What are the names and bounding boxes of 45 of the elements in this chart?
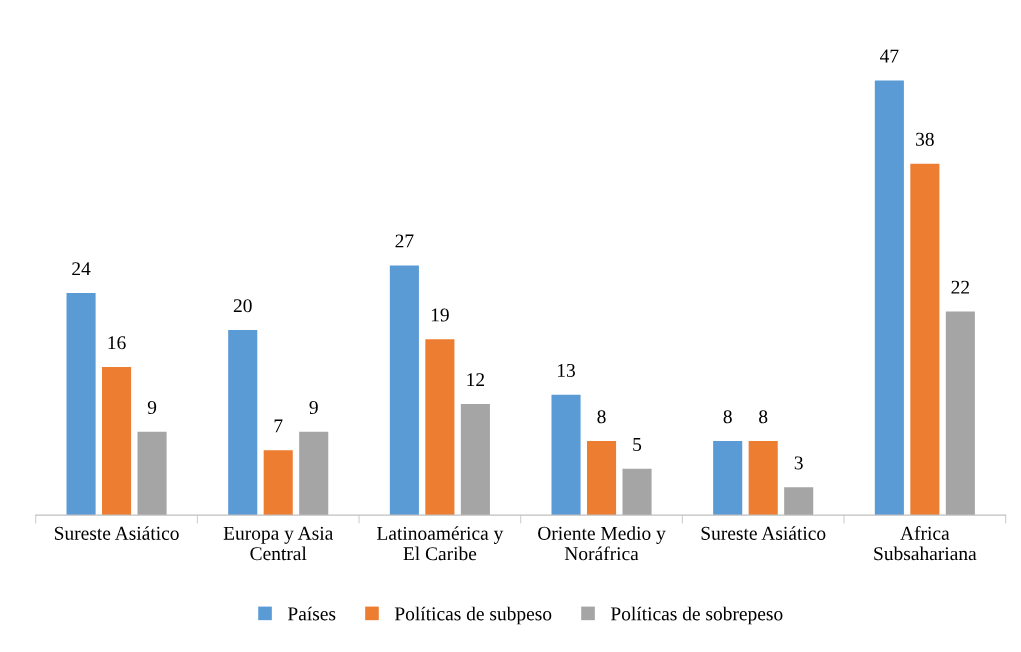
data-label: 16 (108, 336, 126, 350)
bar (622, 468, 652, 516)
data-label: 22 (951, 280, 970, 294)
legend-label: Políticas de sobrepeso (610, 606, 783, 625)
bar (910, 163, 940, 516)
bar (586, 441, 617, 516)
data-label: 5 (633, 438, 642, 451)
legend-label: Países (287, 606, 336, 621)
data-label: 19 (431, 308, 449, 322)
data-label: 47 (880, 49, 899, 63)
x-tick-label: Africa Subsahariana (874, 525, 977, 561)
x-tick-label: Latinoamérica y El Caribe (377, 526, 504, 561)
bar (299, 431, 329, 516)
data-label: 20 (233, 299, 252, 313)
bar (425, 339, 455, 516)
data-label: 8 (597, 410, 606, 424)
bar (389, 265, 419, 516)
data-label: 38 (916, 132, 934, 146)
x-tick-label: Sureste Asiático (701, 526, 826, 540)
data-label: 12 (467, 373, 485, 387)
bar (784, 487, 814, 516)
data-label: 7 (274, 419, 283, 433)
bar (102, 367, 132, 516)
legend-label: Políticas de subpeso (394, 606, 552, 625)
bar (748, 441, 778, 516)
x-tick-label: Oriente Medio y Noráfrica (538, 526, 666, 561)
bar (945, 311, 975, 516)
x-tick-label: Europa y Asia Central (223, 526, 334, 561)
data-label: 9 (309, 400, 318, 415)
bar (228, 330, 258, 516)
data-label: 24 (72, 262, 91, 276)
bar (551, 394, 581, 516)
bar (263, 450, 293, 516)
data-label: 3 (794, 456, 803, 470)
bar (137, 431, 167, 516)
bar (713, 441, 743, 516)
bar (874, 80, 904, 516)
bar (460, 404, 490, 516)
bar (66, 293, 96, 516)
data-label: 9 (147, 400, 157, 415)
x-tick-label: Sureste Asiático (54, 526, 179, 540)
data-label: 8 (759, 410, 768, 424)
data-label: 13 (558, 363, 575, 378)
data-label: 27 (395, 234, 414, 248)
data-label: 8 (723, 410, 732, 424)
